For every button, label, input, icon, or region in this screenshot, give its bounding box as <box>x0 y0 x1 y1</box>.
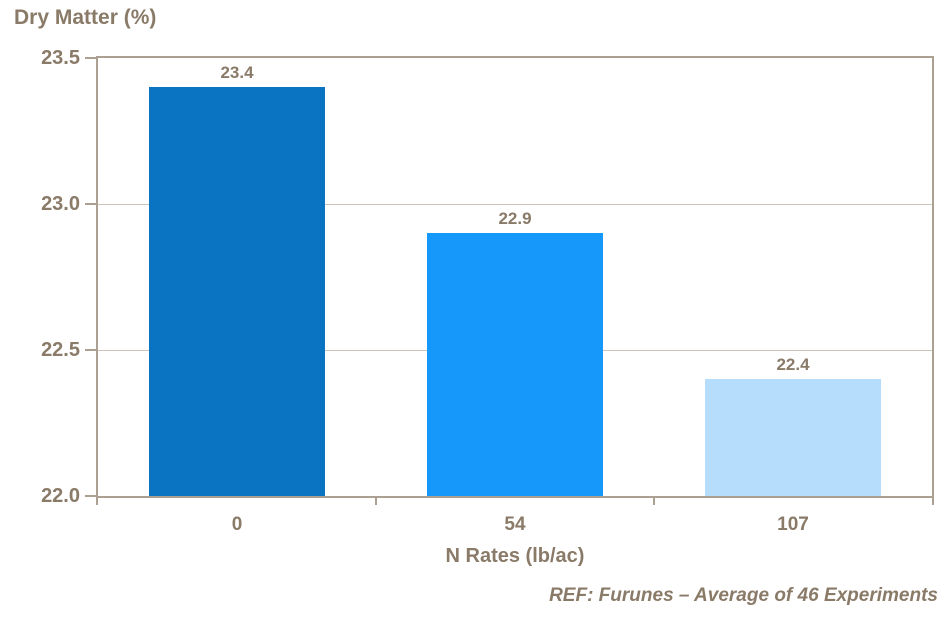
x-category-label: 0 <box>231 514 243 535</box>
gridline <box>98 204 932 205</box>
bar <box>705 379 881 496</box>
x-tick-mark <box>96 498 98 505</box>
plot-area: 23.4 22.9 22.4 <box>96 56 934 498</box>
y-tick-label: 23.0 <box>41 193 80 215</box>
y-tick-mark <box>85 203 96 205</box>
x-axis-title: N Rates (lb/ac) <box>445 545 585 567</box>
x-category-label: 54 <box>504 514 526 535</box>
bar-value-label: 23.4 <box>220 63 254 82</box>
y-tick-mark <box>85 349 96 351</box>
bar-value-label: 22.9 <box>498 209 532 228</box>
y-tick-label: 22.5 <box>41 339 80 361</box>
x-tick-mark <box>932 498 934 505</box>
y-tick-label: 22.0 <box>41 485 80 507</box>
y-tick-mark <box>85 57 96 59</box>
bar <box>427 233 603 496</box>
bar <box>149 87 325 496</box>
x-tick-mark <box>653 498 655 505</box>
y-tick-mark <box>85 495 96 497</box>
x-tick-mark <box>375 498 377 505</box>
x-category-label: 107 <box>777 514 809 535</box>
bar-value-label: 22.4 <box>776 355 810 374</box>
chart-title: Dry Matter (%) <box>14 6 157 29</box>
y-tick-label: 23.5 <box>41 47 80 69</box>
reference-note: REF: Furunes – Average of 46 Experiments <box>549 585 938 606</box>
